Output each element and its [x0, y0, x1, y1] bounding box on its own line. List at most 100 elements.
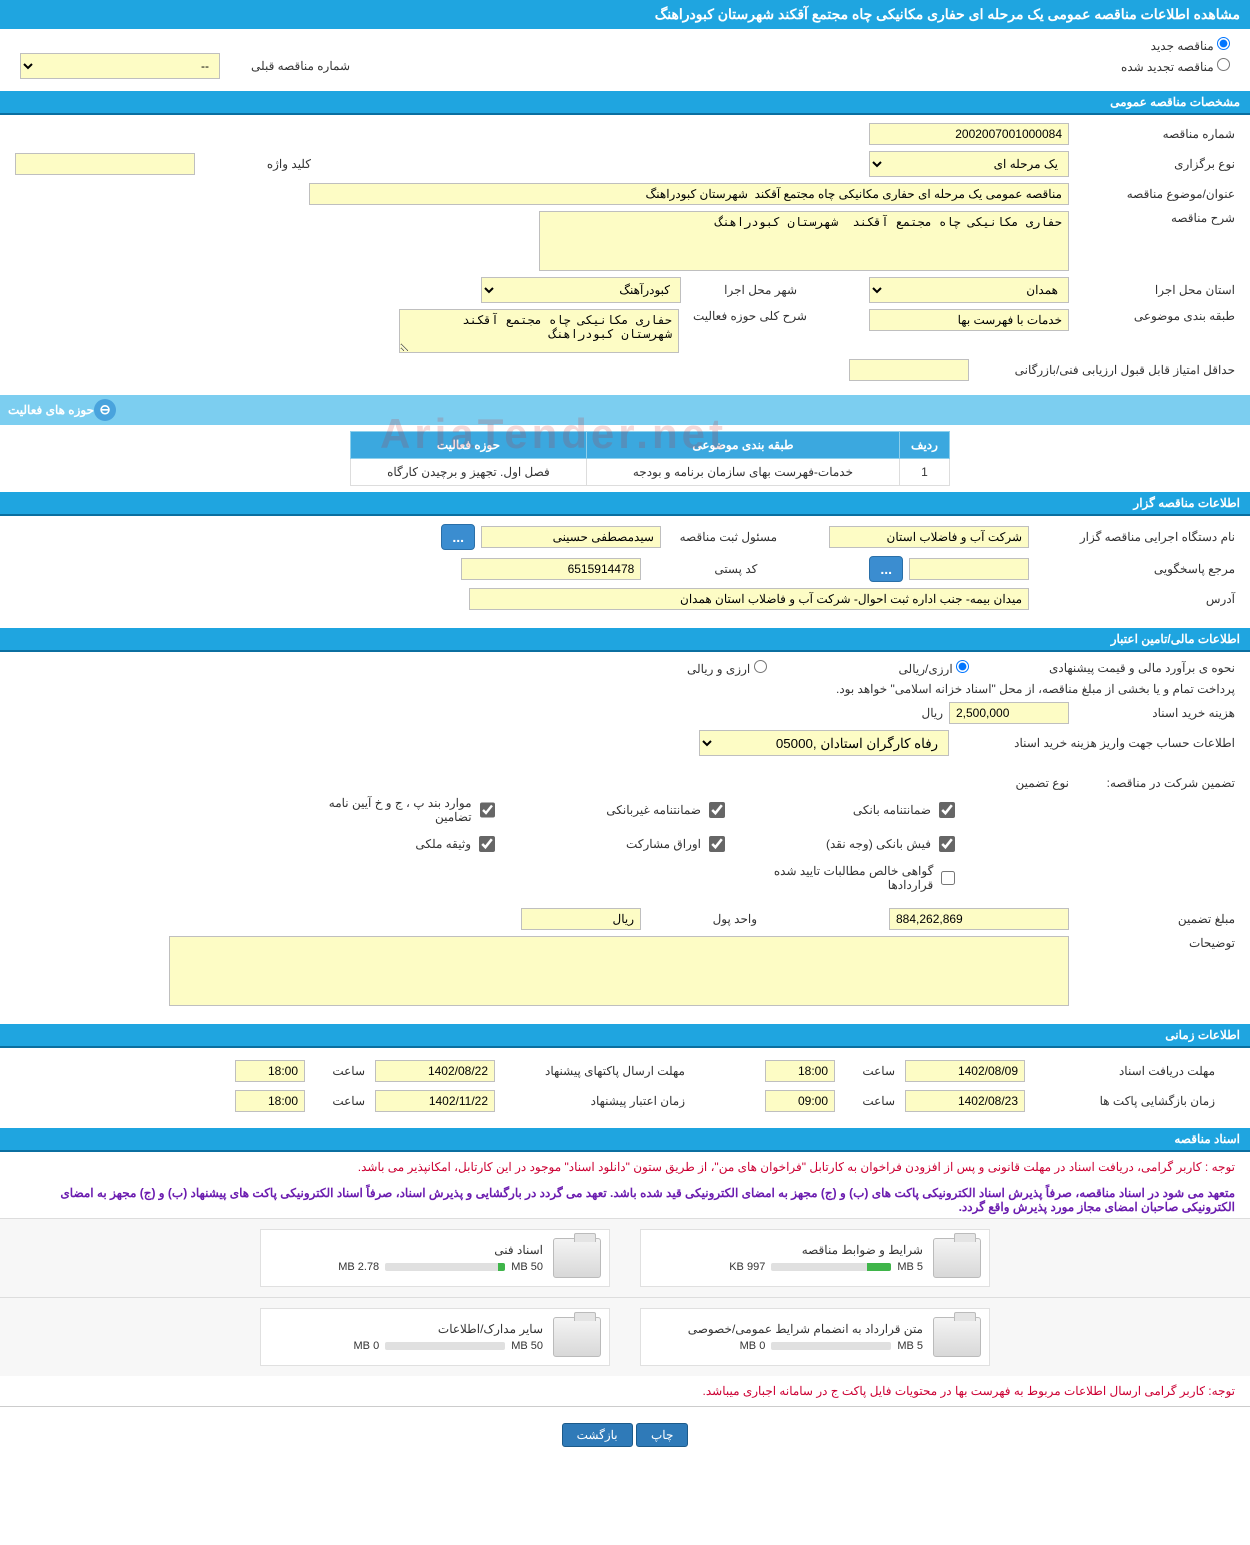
min-score-label: حداقل امتیاز قابل قبول ارزیابی فنی/بازرگ… [975, 363, 1235, 377]
attachment-item[interactable]: شرایط و ضوابط مناقصه 5 MB 997 KB [640, 1229, 990, 1287]
receive-label: مهلت دریافت اسناد [1035, 1064, 1215, 1078]
responsible-label: مسئول ثبت مناقصه [667, 530, 777, 544]
attachment-name: اسناد فنی [269, 1243, 543, 1257]
address-field[interactable] [469, 588, 1029, 610]
scope-field[interactable] [399, 309, 679, 353]
chk-bank-receipt-input[interactable] [939, 836, 955, 852]
hour-label-2: ساعت [315, 1064, 365, 1078]
receive-date-field[interactable] [905, 1060, 1025, 1082]
validity-time-field[interactable] [235, 1090, 305, 1112]
chk-regulation-input[interactable] [480, 802, 495, 818]
chk-property-input[interactable] [479, 836, 495, 852]
chk-participation-label: اوراق مشارکت [626, 837, 701, 851]
contact-field[interactable] [909, 558, 1029, 580]
radio-renewed-tender-label: مناقصه تجدید شده [1121, 60, 1214, 74]
tender-title-field[interactable] [309, 183, 1069, 205]
chk-non-bank-guarantee-input[interactable] [709, 802, 725, 818]
chk-participation-input[interactable] [709, 836, 725, 852]
currency-unit-field[interactable] [521, 908, 641, 930]
chk-contract-cert[interactable]: گواهی خالص مطالبات تایید شده قراردادها [755, 864, 955, 892]
tender-type-select[interactable]: یک مرحله ای [869, 151, 1069, 177]
keyword-label: کلید واژه [201, 157, 311, 171]
currency-unit-label: واحد پول [647, 912, 757, 926]
city-select[interactable]: کبودرآهنگ [481, 277, 681, 303]
progress-bar [771, 1342, 891, 1350]
tender-number-field[interactable] [869, 123, 1069, 145]
postal-field[interactable] [461, 558, 641, 580]
attachment-item[interactable]: اسناد فنی 50 MB 2.78 MB [260, 1229, 610, 1287]
receive-time-field[interactable] [765, 1060, 835, 1082]
category-field[interactable] [869, 309, 1069, 331]
notes-field[interactable] [169, 936, 1069, 1006]
account-select[interactable]: رفاه کارگران استادان ,05000 [699, 730, 949, 756]
prev-number-label: شماره مناقصه قبلی [240, 59, 350, 73]
table-row: 1 خدمات-فهرست بهای سازمان برنامه و بودجه… [351, 459, 950, 486]
print-button[interactable]: چاپ [636, 1423, 688, 1447]
progress-bar [385, 1342, 505, 1350]
chk-bank-receipt[interactable]: فیش بانکی (وجه نقد) [755, 836, 955, 852]
hour-label-3: ساعت [845, 1094, 895, 1108]
tender-desc-label: شرح مناقصه [1075, 211, 1235, 225]
org-field[interactable] [829, 526, 1029, 548]
docs-note-1: توجه : کاربر گرامی، دریافت اسناد در مهلت… [0, 1152, 1250, 1182]
address-label: آدرس [1035, 592, 1235, 606]
chk-participation[interactable]: اوراق مشارکت [525, 836, 725, 852]
chk-regulation-label: موارد بند پ ، ج و خ آیین نامه تضامین [295, 796, 472, 824]
open-time-field[interactable] [765, 1090, 835, 1112]
validity-label: زمان اعتبار پیشنهاد [505, 1094, 685, 1108]
progress-bar [771, 1263, 891, 1271]
radio-renewed-tender[interactable]: مناقصه تجدید شده [1121, 58, 1230, 74]
responsible-lookup-button[interactable]: ... [441, 524, 475, 550]
attachment-used: 997 KB [729, 1261, 765, 1273]
validity-date-field[interactable] [375, 1090, 495, 1112]
responsible-field[interactable] [481, 526, 661, 548]
tender-desc-field[interactable] [539, 211, 1069, 271]
send-label: مهلت ارسال پاکتهای پیشنهاد [505, 1064, 685, 1078]
open-date-field[interactable] [905, 1090, 1025, 1112]
guarantee-amount-field[interactable] [889, 908, 1069, 930]
doc-price-field[interactable] [949, 702, 1069, 724]
contact-lookup-button[interactable]: ... [869, 556, 903, 582]
radio-rial-input[interactable] [956, 660, 969, 673]
table-header-row: ردیف طبقه بندی موضوعی حوزه فعالیت [351, 432, 950, 459]
radio-new-tender[interactable]: مناقصه جدید [1151, 39, 1230, 53]
cell-field: فصل اول. تجهیز و برچیدن کارگاه [351, 459, 587, 486]
account-label: اطلاعات حساب جهت واریز هزینه خرید اسناد [955, 736, 1235, 750]
attachment-used: 2.78 MB [338, 1261, 379, 1273]
keyword-field[interactable] [15, 153, 195, 175]
activity-table: ردیف طبقه بندی موضوعی حوزه فعالیت 1 خدما… [350, 431, 950, 486]
chk-contract-cert-label: گواهی خالص مطالبات تایید شده قراردادها [755, 864, 933, 892]
cell-n: 1 [900, 459, 950, 486]
radio-renewed-tender-input[interactable] [1217, 58, 1230, 71]
attachment-item[interactable]: سایر مدارک/اطلاعات 50 MB 0 MB [260, 1308, 610, 1366]
folder-icon [553, 1238, 601, 1278]
activity-collapse-button[interactable]: ⊖ [94, 399, 116, 421]
attachment-item[interactable]: متن قرارداد به انضمام شرایط عمومی/خصوصی … [640, 1308, 990, 1366]
contact-label: مرجع پاسخگویی [1035, 562, 1235, 576]
docs-note-2: متعهد می شود در اسناد مناقصه، صرفاً پذیر… [0, 1182, 1250, 1218]
chk-regulation[interactable]: موارد بند پ ، ج و خ آیین نامه تضامین [295, 796, 495, 824]
attachment-used: 0 MB [354, 1340, 380, 1352]
province-select[interactable]: همدان [869, 277, 1069, 303]
back-button[interactable]: بازگشت [562, 1423, 633, 1447]
th-field: حوزه فعالیت [351, 432, 587, 459]
radio-new-tender-input[interactable] [1217, 37, 1230, 50]
send-time-field[interactable] [235, 1060, 305, 1082]
page-title: مشاهده اطلاعات مناقصه عمومی یک مرحله ای … [0, 0, 1250, 29]
radio-rial[interactable]: ارزی/ریالی [899, 660, 969, 676]
chk-property[interactable]: وثیقه ملکی [295, 836, 495, 852]
send-date-field[interactable] [375, 1060, 495, 1082]
chk-contract-cert-input[interactable] [941, 870, 955, 886]
min-score-field[interactable] [849, 359, 969, 381]
chk-bank-guarantee[interactable]: ضمانتنامه بانکی [755, 796, 955, 824]
prev-number-select[interactable]: -- [20, 53, 220, 79]
radio-rial-label: ارزی/ریالی [899, 662, 953, 676]
chk-non-bank-guarantee[interactable]: ضمانتنامه غیربانکی [525, 796, 725, 824]
attachment-total: 50 MB [511, 1340, 543, 1352]
chk-bank-guarantee-input[interactable] [939, 802, 955, 818]
radio-currency[interactable]: ارزی و ریالی [687, 660, 767, 676]
category-label: طبقه بندی موضوعی [1075, 309, 1235, 323]
guarantee-label: تضمین شرکت در مناقصه: [1075, 776, 1235, 790]
radio-currency-input[interactable] [754, 660, 767, 673]
chk-property-label: وثیقه ملکی [415, 837, 471, 851]
